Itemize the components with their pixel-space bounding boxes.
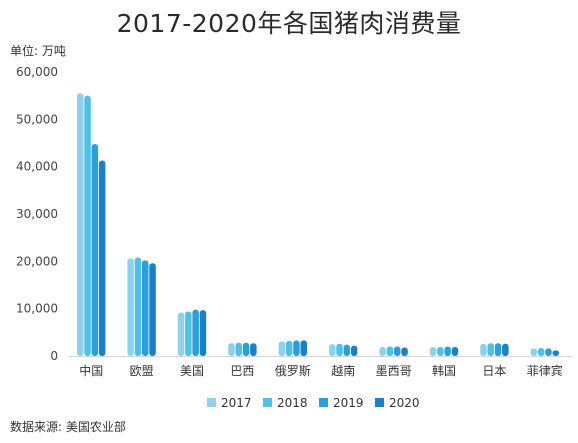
bar [552,350,559,356]
bar [429,347,437,356]
bar [98,160,106,356]
bar [235,342,242,356]
bar [285,340,293,356]
bars [77,93,559,357]
x-tick-label: 美国 [180,364,204,378]
bar [149,263,156,356]
bar [192,309,199,356]
legend-label: 2019 [333,396,364,410]
y-tick-label: 0 [50,349,58,363]
bar [278,341,286,356]
x-tick-label: 墨西哥 [376,364,412,378]
bar [77,93,84,357]
y-tick-label: 10,000 [16,302,58,316]
bar [185,311,192,356]
legend: 2017 2018 2019 2020 [207,396,420,410]
bar [134,257,142,356]
bar [336,343,343,356]
legend-swatch [263,398,272,407]
bar [437,347,444,356]
y-tick-label: 40,000 [16,160,58,174]
bar [379,347,386,356]
bar [401,347,408,356]
x-axis: 中国 欧盟 美国 巴西 俄罗斯 越南 墨西哥 韩国 日本 菲律宾 [68,356,572,378]
bar [350,345,358,356]
bar [530,348,538,356]
legend-label: 2020 [389,396,420,410]
bar [293,340,300,356]
bar [199,310,207,356]
y-tick-label: 30,000 [16,207,58,221]
x-tick-label: 欧盟 [130,364,154,378]
x-tick-label: 俄罗斯 [275,364,311,378]
bar [394,346,401,356]
bar [177,312,185,356]
bar [242,342,250,356]
bar [250,343,257,356]
bar [228,343,235,356]
bar [537,347,545,356]
bar [142,260,149,356]
bar [343,344,351,356]
x-tick-label: 韩国 [432,363,456,378]
bar [300,340,307,356]
bar [329,344,336,356]
y-tick-label: 60,000 [16,65,58,79]
x-tick-label: 菲律宾 [527,363,563,378]
chart-title: 2017-2020年各国猪肉消费量 [116,9,462,38]
bar [502,343,509,356]
bar [91,143,99,356]
legend-label: 2017 [221,396,252,410]
bar [386,346,394,356]
y-tick-label: 50,000 [16,112,58,126]
bar [127,258,134,356]
bar [480,343,487,356]
x-tick-label: 中国 [79,363,103,378]
legend-swatch [207,398,216,407]
x-tick-label: 日本 [482,364,506,378]
bar [444,346,451,356]
x-tick-label: 巴西 [230,364,254,378]
bar [494,343,502,356]
x-tick-label: 越南 [331,363,355,378]
data-source: 数据来源: 美国农业部 [10,420,126,434]
bar [84,95,91,357]
legend-swatch [375,398,384,407]
bar [487,343,494,356]
legend-swatch [319,398,328,407]
bar [545,348,552,356]
bar [451,347,459,356]
unit-label: 单位: 万吨 [10,44,66,58]
y-axis: 0 10,000 20,000 30,000 40,000 50,000 60,000 [16,65,58,363]
legend-label: 2018 [277,396,308,410]
y-tick-label: 20,000 [16,254,58,268]
